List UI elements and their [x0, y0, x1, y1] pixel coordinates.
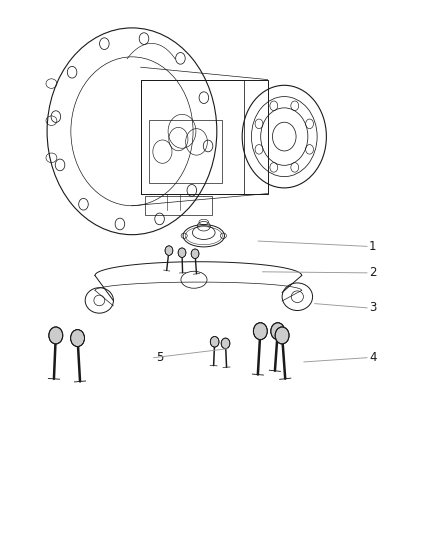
Text: 3: 3	[369, 301, 377, 314]
Text: 5: 5	[156, 351, 163, 364]
Circle shape	[275, 327, 289, 344]
Circle shape	[71, 329, 85, 346]
Text: 1: 1	[369, 240, 377, 253]
Circle shape	[253, 322, 267, 340]
Circle shape	[165, 246, 173, 255]
Circle shape	[271, 322, 285, 340]
Circle shape	[221, 338, 230, 349]
Circle shape	[49, 327, 63, 344]
Circle shape	[210, 336, 219, 347]
Text: 2: 2	[369, 266, 377, 279]
Text: 4: 4	[369, 351, 377, 364]
Circle shape	[178, 248, 186, 257]
Circle shape	[191, 249, 199, 259]
